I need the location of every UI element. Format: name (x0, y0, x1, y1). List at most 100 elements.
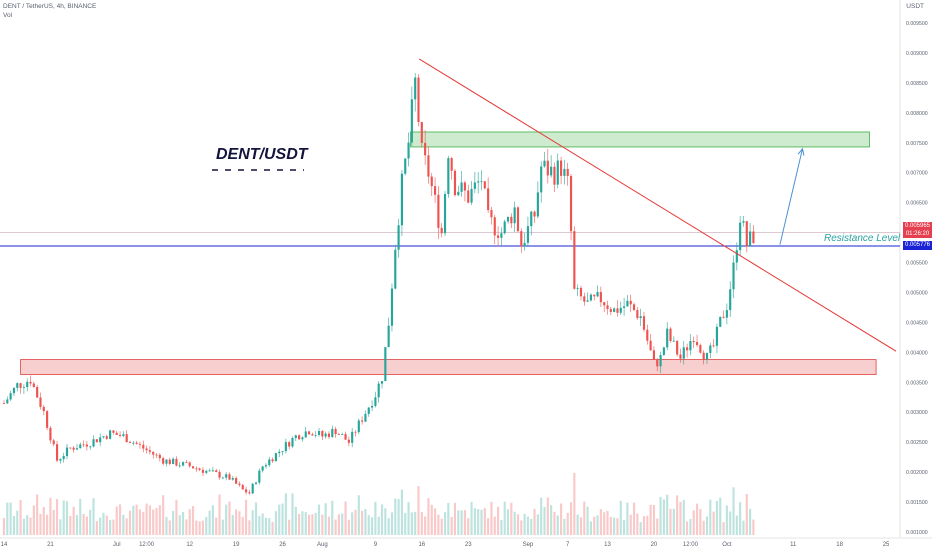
volume-bar (102, 512, 105, 535)
candle-body (321, 431, 324, 437)
candle-body (603, 302, 606, 306)
candle-body (231, 478, 234, 480)
volume-bar (603, 512, 606, 535)
volume-bar (556, 515, 559, 535)
candle-body (268, 459, 271, 466)
candle-body (506, 216, 510, 222)
candle-body (662, 347, 665, 356)
volume-bar (241, 516, 244, 535)
candle-body (420, 121, 423, 143)
y-tick-label: 0.009000 (906, 51, 928, 57)
candle-body (500, 233, 503, 238)
volume-bar (125, 518, 128, 535)
volume-bar (65, 501, 69, 535)
volume-bar (613, 517, 616, 535)
candle-body (407, 142, 410, 159)
candle-body (294, 435, 297, 438)
candle-body (238, 483, 241, 486)
x-tick-label: 11 (790, 542, 797, 548)
volume-bar (629, 514, 632, 535)
x-tick-label: Sep (523, 542, 534, 548)
volume-bar (586, 506, 589, 535)
volume-bar (407, 502, 410, 535)
candle-body (560, 160, 563, 176)
candle-body (175, 458, 178, 466)
volume-bar (536, 514, 539, 535)
volume-bar (424, 516, 427, 535)
candle-body (623, 306, 626, 308)
x-tick-label: 19 (233, 542, 240, 548)
candle-body (530, 211, 533, 227)
candle-body (271, 459, 274, 462)
candle-body (49, 427, 52, 441)
candle-body (79, 444, 82, 449)
x-tick-label: 12:00 (139, 542, 155, 548)
candle-body (301, 437, 304, 440)
candle-body (586, 300, 589, 302)
candles (2, 73, 755, 495)
candle-body (563, 168, 566, 176)
volume-bar (311, 514, 314, 535)
candle-body (384, 347, 387, 382)
volume-bar (460, 510, 463, 535)
volume-bar (26, 515, 29, 535)
candle-body (26, 381, 29, 388)
volume-bar (62, 500, 65, 535)
volume-bar (553, 511, 556, 535)
volume-bar (155, 508, 158, 535)
volume-bar (354, 509, 357, 535)
volume-bar (42, 506, 45, 535)
volume-bar (374, 501, 377, 535)
candle-body (742, 221, 745, 223)
candle-body (105, 436, 108, 439)
volume-bar (218, 494, 221, 535)
candle-body (400, 173, 403, 226)
volume-bar (715, 500, 719, 535)
volume-bar (513, 511, 516, 535)
volume-bar (205, 516, 208, 535)
volume-bar (99, 517, 102, 535)
y-tick-label: 0.006500 (906, 201, 928, 207)
candle-body (669, 328, 672, 341)
volume-bar (274, 511, 277, 535)
volume-bar (749, 508, 752, 535)
volume-bar (397, 499, 400, 535)
volume-bar (447, 502, 450, 535)
y-tick-label: 0.004500 (906, 320, 928, 326)
symbol-header: DENT / TetherUS, 4h, BINANCE (3, 3, 97, 10)
y-tick-label: 0.008000 (906, 111, 928, 117)
candle-body (354, 431, 357, 433)
volume-bar (115, 506, 118, 535)
volume-bar (331, 500, 334, 535)
candle-body (317, 431, 321, 435)
candle-body (327, 433, 331, 437)
candle-body (46, 411, 49, 428)
candle-body (288, 442, 291, 447)
candle-body (752, 231, 755, 243)
candle-body (450, 158, 453, 171)
y-tick-label: 0.003000 (906, 410, 928, 416)
volume-bar (162, 495, 165, 535)
volume-bar (36, 494, 39, 535)
candle-body (155, 454, 158, 456)
candle-body (543, 160, 546, 167)
candle-body (749, 231, 752, 247)
candle-body (639, 316, 642, 319)
volume-bar (642, 516, 646, 535)
candle-body (735, 250, 738, 263)
candle-body (281, 451, 284, 452)
candle-body (377, 383, 380, 398)
volume-bar (579, 517, 583, 535)
candle-body (334, 429, 337, 435)
volume-bar (32, 505, 35, 535)
volume-bar (712, 511, 715, 535)
candle-body (463, 182, 466, 191)
candle-body (42, 406, 45, 412)
volume-bar (526, 516, 530, 535)
volume-bar (702, 520, 705, 535)
candle-body (188, 462, 191, 467)
candle-body (370, 405, 374, 408)
candle-body (142, 444, 145, 449)
